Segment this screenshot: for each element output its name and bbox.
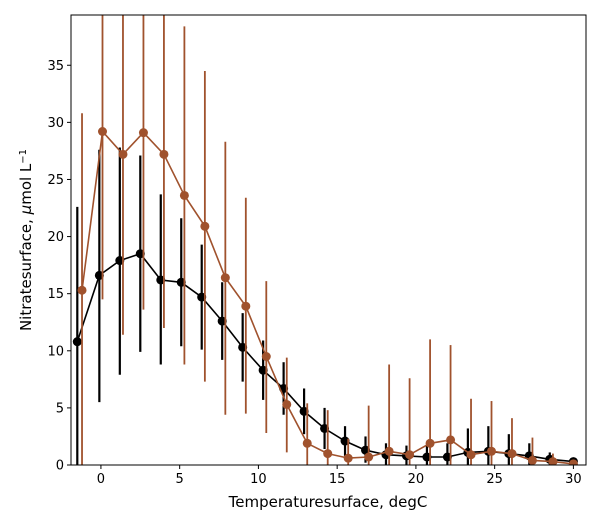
data-point (384, 446, 394, 456)
x-tick-label: 15 (329, 472, 346, 487)
x-tick-label: 30 (565, 472, 582, 487)
y-tick-label: 35 (47, 59, 64, 74)
x-tick-label: 25 (486, 472, 503, 487)
data-point (527, 455, 537, 465)
y-tick-label: 15 (47, 287, 64, 302)
x-tick-label: 0 (97, 472, 105, 487)
x-tick-label: 10 (250, 472, 267, 487)
data-point (343, 453, 353, 463)
data-point (323, 449, 333, 459)
data-point (466, 450, 476, 460)
x-axis-label: Temperaturesurface, degC (228, 493, 428, 511)
data-point (72, 337, 82, 347)
y-tick-label: 0 (56, 459, 64, 474)
plot-background (71, 15, 586, 465)
x-tick-label: 20 (408, 472, 425, 487)
y-tick-label: 20 (47, 230, 64, 245)
data-point (507, 449, 517, 459)
y-tick-label: 10 (47, 344, 64, 359)
data-point (220, 273, 230, 283)
data-point (241, 301, 251, 311)
series-layer (72, 15, 578, 465)
data-point (261, 351, 271, 361)
data-point (97, 126, 107, 136)
x-axis-ticks: 0 5 10 15 20 25 30 (97, 465, 582, 487)
y-axis-label-exponent: −1 (18, 149, 29, 164)
plot-frame (70, 14, 587, 466)
data-point (425, 438, 435, 448)
y-tick-label: 25 (47, 173, 64, 188)
data-point (179, 190, 189, 200)
data-point (302, 438, 312, 448)
data-point (568, 459, 578, 465)
y-axis-label: Nitratesurface, μmol L−1 (17, 149, 35, 331)
data-point (446, 435, 456, 445)
data-point (200, 221, 210, 231)
data-point (159, 149, 169, 159)
data-point (405, 450, 415, 460)
data-point (77, 285, 87, 295)
y-tick-label: 5 (56, 401, 64, 416)
y-axis-label-mu: μ (17, 205, 35, 216)
x-tick-label: 5 (176, 472, 184, 487)
data-point (487, 446, 497, 456)
data-point (548, 457, 558, 465)
data-point (118, 149, 128, 159)
series-brown_series (77, 15, 578, 465)
y-axis-label-unit: mol L (17, 163, 35, 205)
y-axis-label-main: Nitratesurface, (17, 214, 35, 331)
data-point (364, 452, 374, 462)
y-axis-ticks: 0 5 10 15 20 25 30 35 (47, 59, 71, 474)
data-point (138, 128, 148, 138)
y-tick-label: 30 (47, 116, 64, 131)
data-point (282, 399, 292, 409)
